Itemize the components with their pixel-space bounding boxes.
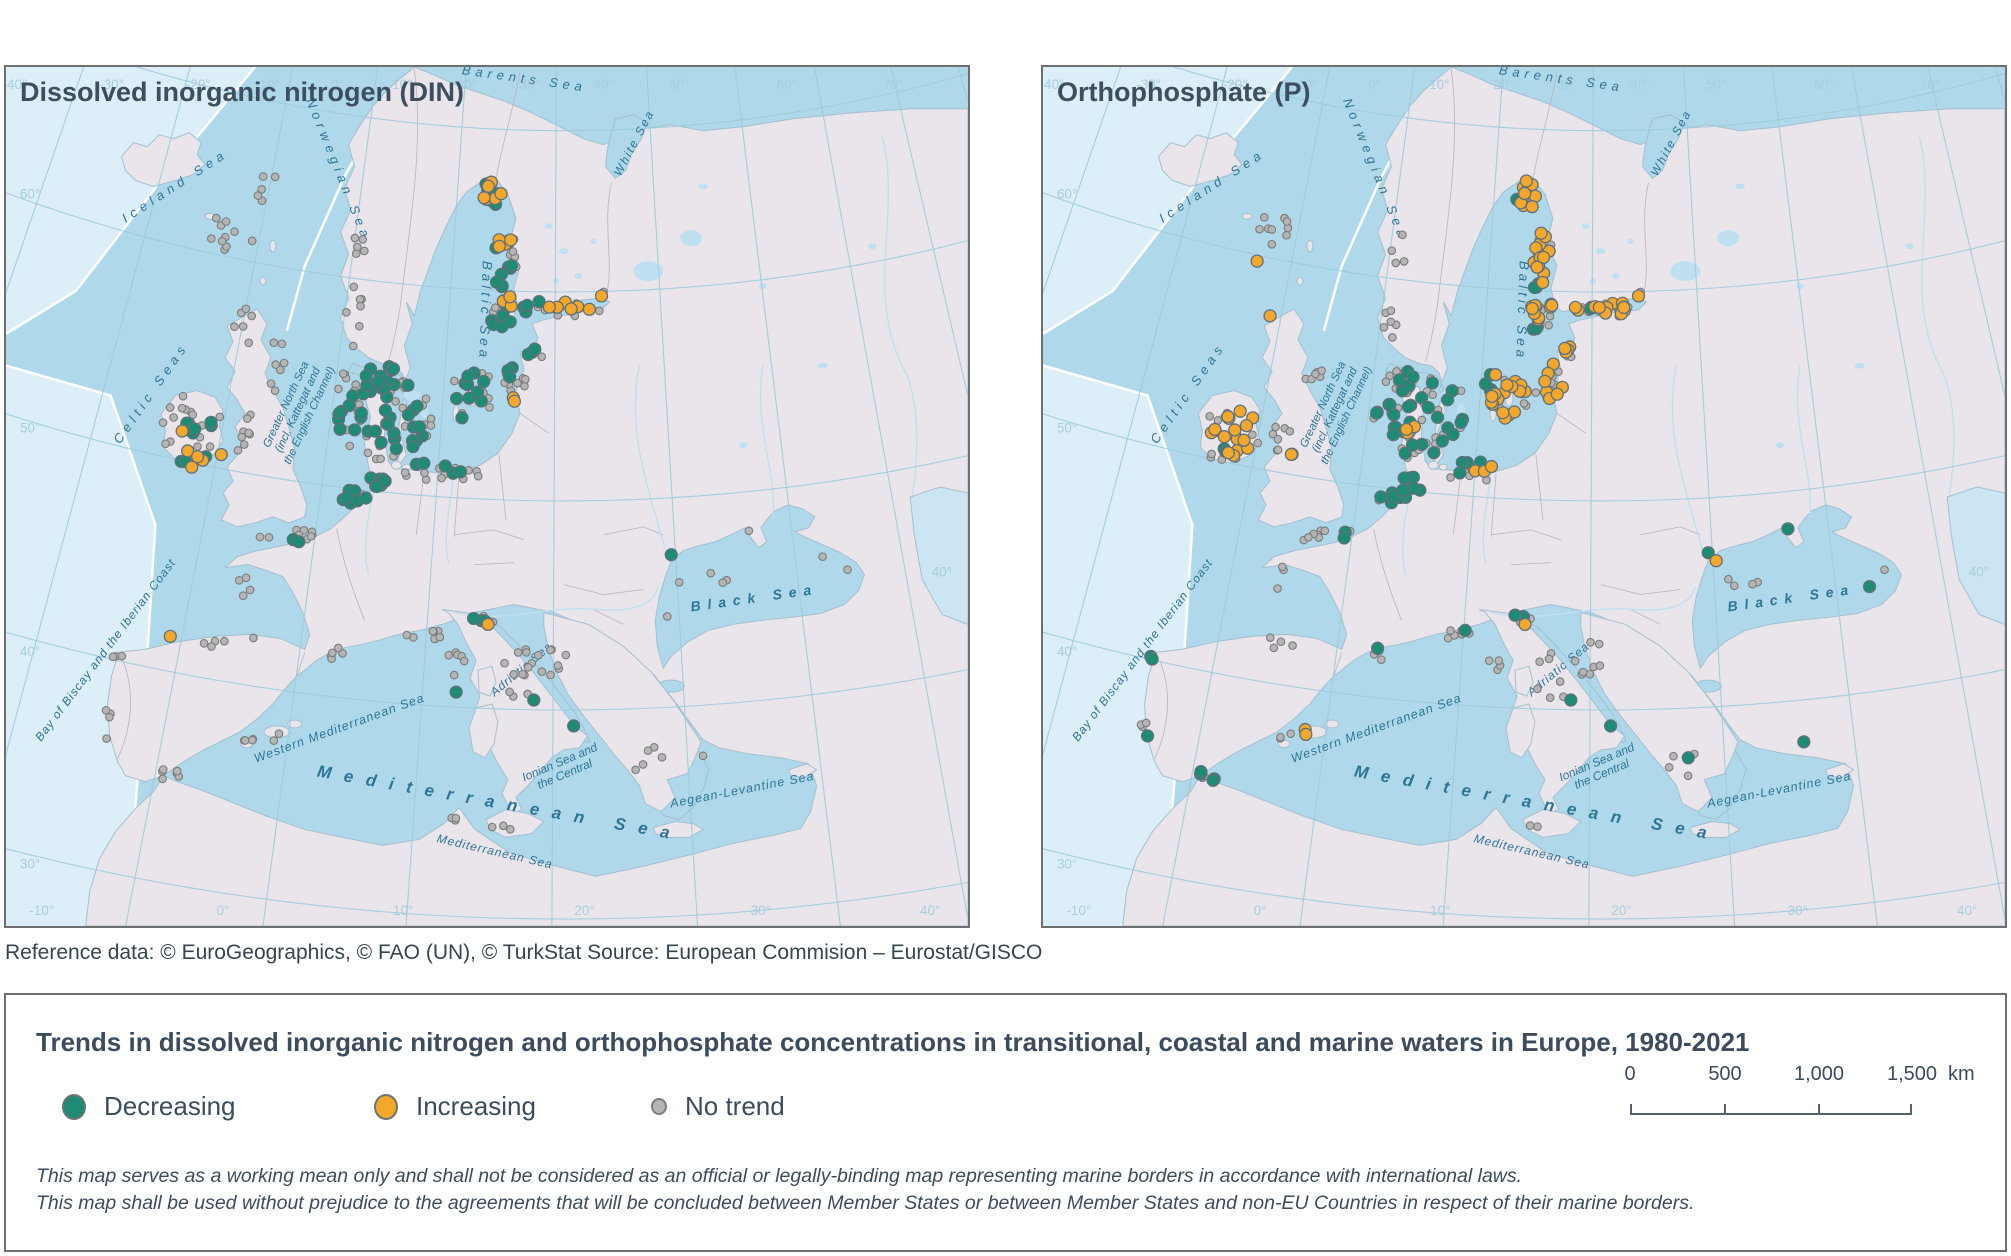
svg-text:Baltic Sea: Baltic Sea <box>1513 261 1531 362</box>
scale-label-1500: 1,500 <box>1886 1063 1938 1085</box>
legend-item-increasing: Increasing <box>374 1091 536 1122</box>
svg-text:10°: 10° <box>1430 903 1450 918</box>
scale-label-1000: 1,000 <box>1793 1063 1845 1085</box>
svg-text:-40°: -40° <box>6 77 27 92</box>
svg-text:0°: 0° <box>1254 903 1267 918</box>
svg-text:Baltic Sea: Baltic Sea <box>476 261 494 362</box>
svg-text:50°: 50° <box>1706 77 1726 92</box>
svg-text:0°: 0° <box>217 903 230 918</box>
svg-text:70°: 70° <box>883 77 903 92</box>
svg-text:30°: 30° <box>1057 856 1077 871</box>
legend-item-no-trend: No trend <box>651 1091 785 1122</box>
svg-text:-10°: -10° <box>29 903 54 918</box>
svg-text:40°: 40° <box>1630 77 1650 92</box>
svg-text:40°: 40° <box>593 77 613 92</box>
map-panel-din: -40° -30° -20° -10° 0° 10° 20° 30° 40° 50° 60° 70° -… <box>4 65 970 928</box>
increasing-dot-icon <box>374 1093 398 1120</box>
svg-text:0°: 0° <box>1368 77 1381 92</box>
legend-label-decreasing: Decreasing <box>104 1091 236 1121</box>
svg-text:30°: 30° <box>1788 903 1808 918</box>
legend-item-decreasing: Decreasing <box>62 1091 236 1122</box>
scale-unit: km <box>1948 1063 1975 1085</box>
svg-text:-30°: -30° <box>99 77 124 92</box>
svg-text:40°: 40° <box>920 903 940 918</box>
svg-text:30°: 30° <box>20 856 40 871</box>
svg-text:-10°: -10° <box>1293 77 1318 92</box>
svg-text:20°: 20° <box>574 903 594 918</box>
svg-text:60°: 60° <box>777 77 797 92</box>
map-din: -40° -30° -20° -10° 0° 10° 20° 30° 40° 50° 60° 70° -… <box>6 67 968 926</box>
svg-text:60°: 60° <box>20 186 40 201</box>
map-panel-p: -40° -30° -20° -10° 0° 10° 20° 30° 40° 50° 60° 70° -… <box>1041 65 2007 928</box>
no-trend-dot-icon <box>651 1098 667 1115</box>
legend-label-no-trend: No trend <box>685 1091 785 1121</box>
svg-text:10°: 10° <box>393 903 413 918</box>
map-title-din: Dissolved inorganic nitrogen (DIN) <box>20 77 465 107</box>
svg-text:60°: 60° <box>1814 77 1834 92</box>
svg-text:40°: 40° <box>1057 644 1077 659</box>
svg-text:0°: 0° <box>331 77 344 92</box>
svg-text:30°: 30° <box>751 903 771 918</box>
legend-title: Trends in dissolved inorganic nitrogen a… <box>36 1027 1750 1057</box>
scale-label-500: 500 <box>1708 1063 1742 1085</box>
svg-text:10°: 10° <box>392 77 412 92</box>
svg-text:50°: 50° <box>20 420 40 435</box>
disclaimer: This map serves as a working mean only a… <box>36 1163 1694 1217</box>
svg-text:20°: 20° <box>457 77 477 92</box>
decreasing-dot-icon <box>62 1093 86 1120</box>
svg-text:-10°: -10° <box>1066 903 1091 918</box>
svg-text:-20°: -20° <box>1223 77 1248 92</box>
scale-bar: 0 500 1,000 1,500 km <box>1624 1063 1990 1123</box>
svg-text:60°: 60° <box>1057 186 1077 201</box>
map-title-p: Orthophosphate (P) <box>1057 77 1311 107</box>
svg-text:40°: 40° <box>1969 565 1989 580</box>
svg-text:10°: 10° <box>1429 77 1449 92</box>
svg-text:-40°: -40° <box>1043 77 1064 92</box>
svg-text:20°: 20° <box>1494 77 1514 92</box>
svg-text:40°: 40° <box>20 644 40 659</box>
svg-text:30°: 30° <box>520 77 540 92</box>
svg-text:50°: 50° <box>669 77 689 92</box>
svg-text:40°: 40° <box>1957 903 1977 918</box>
svg-text:20°: 20° <box>1611 903 1631 918</box>
disclaimer-line-2: This map shall be used without prejudice… <box>36 1192 1695 1214</box>
attribution: Reference data: © EuroGeographics, © FAO… <box>5 941 1043 964</box>
trend-dots-p <box>1136 174 1889 831</box>
svg-text:-20°: -20° <box>186 77 211 92</box>
map-p: -40° -30° -20° -10° 0° 10° 20° 30° 40° 50° 60° 70° -… <box>1043 67 2005 926</box>
svg-text:50°: 50° <box>1057 420 1077 435</box>
scale-label-0: 0 <box>1624 1063 1636 1085</box>
scale-bar-line <box>1630 1103 1912 1115</box>
disclaimer-line-1: This map serves as a working mean only a… <box>36 1165 1523 1187</box>
legend-box: Trends in dissolved inorganic nitrogen a… <box>4 993 2007 1252</box>
svg-text:40°: 40° <box>932 565 952 580</box>
svg-text:-30°: -30° <box>1136 77 1161 92</box>
legend-label-increasing: Increasing <box>416 1091 536 1121</box>
svg-text:70°: 70° <box>1920 77 1940 92</box>
svg-text:30°: 30° <box>1557 77 1577 92</box>
svg-text:-10°: -10° <box>256 77 281 92</box>
trend-dots-din <box>101 172 852 834</box>
